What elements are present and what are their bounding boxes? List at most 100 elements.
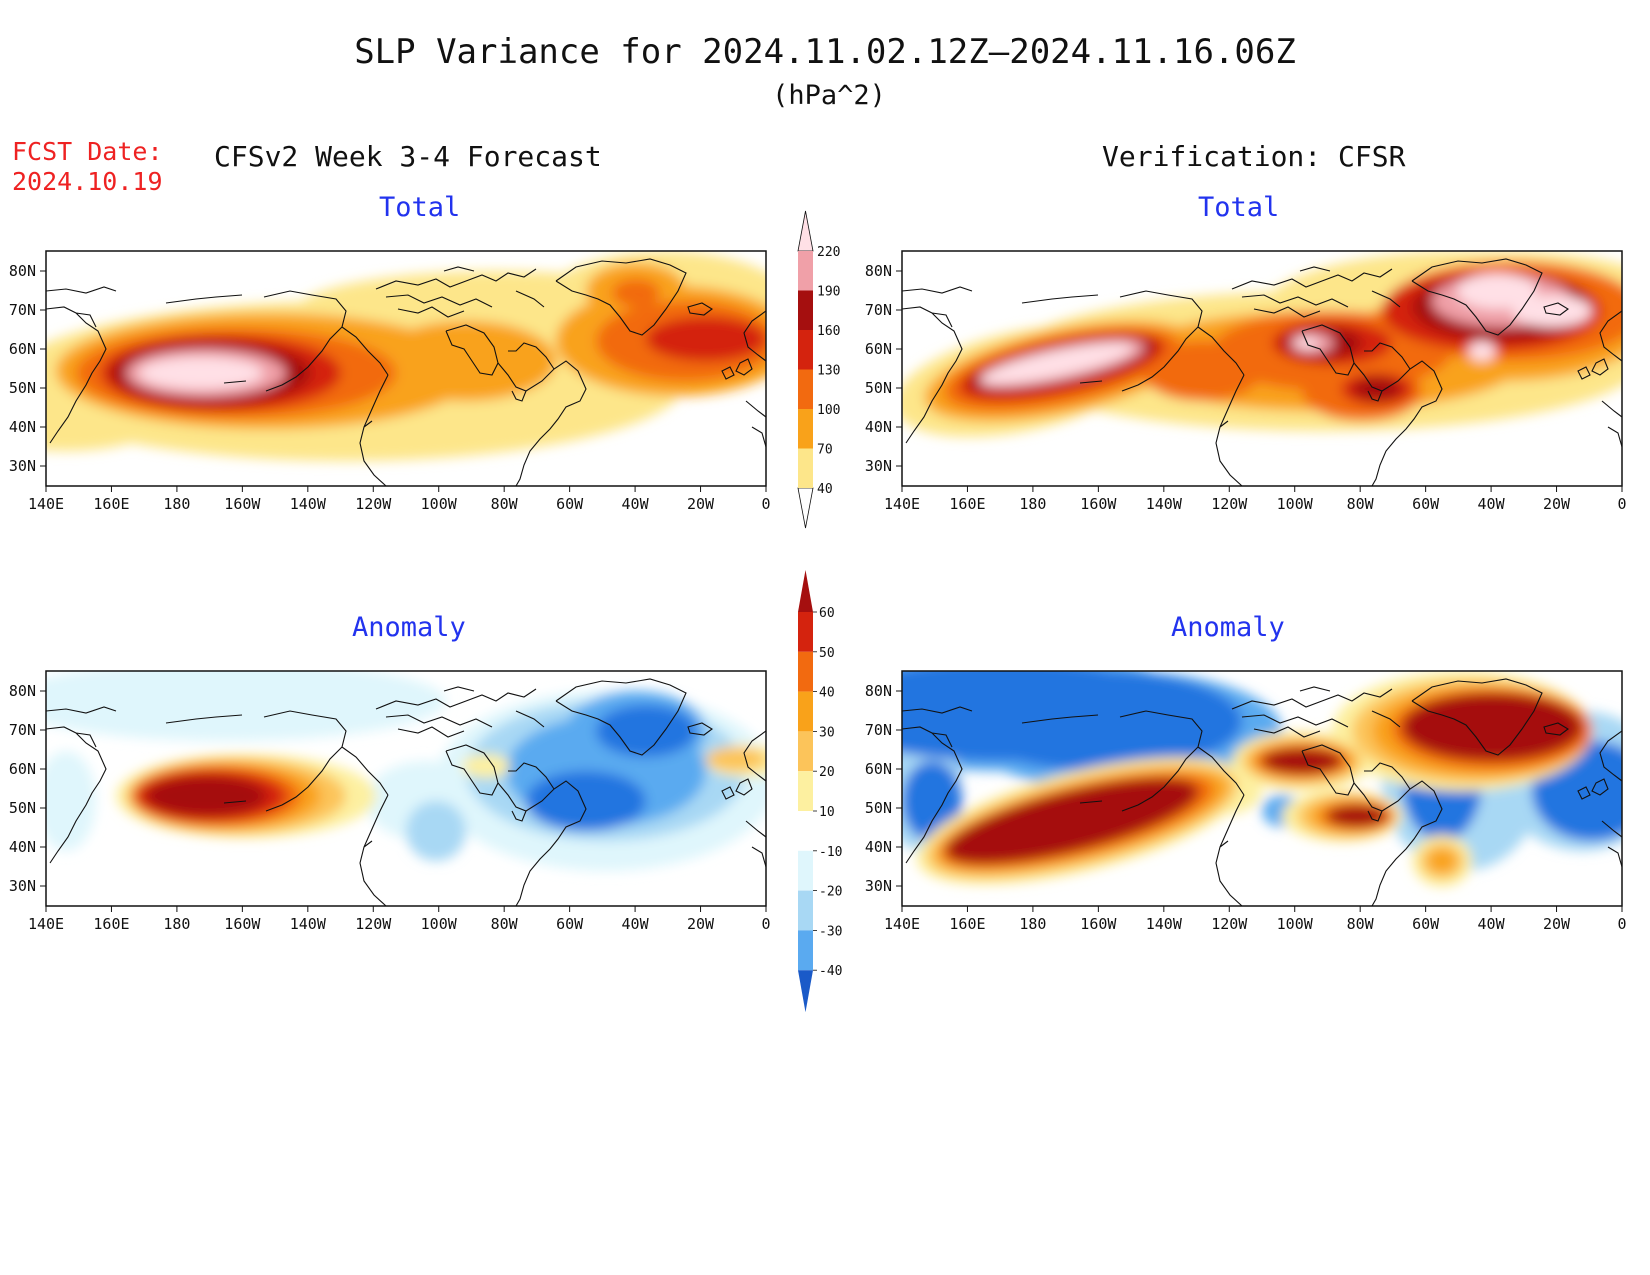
- lon-label: 20W: [1543, 495, 1571, 513]
- lon-label: 80W: [1347, 495, 1375, 513]
- lat-label: 80N: [865, 262, 892, 280]
- contour-field: [46, 251, 766, 461]
- colorbar-label: 60: [819, 606, 835, 621]
- forecast-date: FCST Date: 2024.10.19: [12, 137, 163, 197]
- contour-field: [46, 671, 766, 871]
- lon-label: 160W: [1080, 495, 1117, 513]
- right-column-title: Verification: CFSR: [1102, 140, 1406, 173]
- lon-label: 140E: [28, 495, 64, 513]
- lon-label: 100W: [1277, 915, 1314, 933]
- colorbar-label: 220: [817, 245, 840, 260]
- lat-label: 40N: [865, 418, 892, 436]
- lat-label: 40N: [9, 838, 36, 856]
- colorbar-swatch: [798, 251, 813, 291]
- colorbar-swatch: [798, 448, 813, 488]
- colorbar-swatch: [798, 811, 813, 851]
- forecast-anomaly-map: 80N 70N 60N 50N 40N 30N 140E 160E 180 160W 140W 120…: [9, 670, 771, 933]
- lon-label: 100W: [421, 915, 458, 933]
- lon-label: 180: [1019, 495, 1046, 513]
- lat-label: 50N: [865, 379, 892, 397]
- colorbar-label: 100: [817, 403, 840, 418]
- lon-label: 120W: [1211, 915, 1248, 933]
- colorbar-label: 20: [819, 765, 835, 780]
- colorbar-swatch: [798, 850, 813, 891]
- lat-label: 30N: [865, 877, 892, 895]
- colorbar-swatch: [798, 651, 813, 692]
- colorbar-swatch: [798, 691, 813, 732]
- panel-title-forecast-total: Total: [379, 192, 461, 223]
- total-colorbar: 220 190 160 130 100 70 40: [797, 210, 840, 529]
- colorbar-label: 30: [819, 725, 835, 740]
- units-label: (hPa^2): [772, 80, 886, 111]
- verification-total-map: 80N 70N 60N 50N 40N 30N 140E 160E 180 160W 140W 120…: [865, 250, 1627, 513]
- forecast-date-label: FCST Date:: [12, 137, 163, 166]
- lat-label: 60N: [9, 340, 36, 358]
- contour-field: [902, 251, 1622, 437]
- panel-title-verification-total: Total: [1198, 192, 1280, 223]
- colorbar-swatch: [798, 290, 813, 330]
- lat-label: 60N: [9, 760, 36, 778]
- lon-label: 0: [761, 495, 770, 513]
- lat-label: 60N: [865, 760, 892, 778]
- lon-label: 40W: [622, 915, 650, 933]
- forecast-date-value: 2024.10.19: [12, 167, 163, 196]
- lon-label: 160W: [224, 495, 261, 513]
- lon-label: 180: [163, 495, 190, 513]
- contour-field: [902, 671, 1622, 887]
- lon-label: 140E: [884, 495, 920, 513]
- lon-label: 60W: [1412, 915, 1440, 933]
- lat-label: 40N: [865, 838, 892, 856]
- lon-label: 20W: [1543, 915, 1571, 933]
- lon-label: 160E: [949, 915, 985, 933]
- lat-label: 50N: [9, 379, 36, 397]
- lon-label: 60W: [556, 495, 584, 513]
- lat-label: 40N: [9, 418, 36, 436]
- lon-label: 100W: [1277, 495, 1314, 513]
- colorbar-swatch: [798, 409, 813, 449]
- colorbar-label: -20: [819, 885, 842, 900]
- lon-label: 120W: [355, 915, 392, 933]
- lon-label: 160E: [93, 915, 129, 933]
- lat-label: 70N: [9, 301, 36, 319]
- lat-label: 30N: [865, 457, 892, 475]
- lat-label: 30N: [9, 877, 36, 895]
- lon-label: 160W: [1080, 915, 1117, 933]
- lon-label: 100W: [421, 495, 458, 513]
- lon-label: 0: [1617, 915, 1626, 933]
- panel-title-verification-anomaly: Anomaly: [1171, 612, 1285, 643]
- lon-label: 80W: [1347, 915, 1375, 933]
- panel-title-forecast-anomaly: Anomaly: [352, 612, 466, 643]
- colorbar-swatch: [798, 771, 813, 811]
- lat-label: 80N: [865, 682, 892, 700]
- lon-label: 140W: [290, 495, 327, 513]
- lon-label: 160E: [93, 495, 129, 513]
- colorbar-label: 70: [817, 443, 833, 458]
- lon-label: 80W: [491, 495, 519, 513]
- lon-label: 0: [761, 915, 770, 933]
- lat-label: 50N: [865, 799, 892, 817]
- lon-label: 40W: [622, 495, 650, 513]
- lon-label: 60W: [1412, 495, 1440, 513]
- lon-label: 160W: [224, 915, 261, 933]
- colorbar-label: 50: [819, 646, 835, 661]
- lon-label: 120W: [1211, 495, 1248, 513]
- lon-label: 180: [1019, 915, 1046, 933]
- anomaly-colorbar: 60 50 40 30 20 10 -10 -20 -30 -40: [798, 570, 842, 1013]
- lat-label: 60N: [865, 340, 892, 358]
- colorbar-swatch: [798, 890, 813, 931]
- lon-label: 140W: [290, 915, 327, 933]
- lon-label: 120W: [355, 495, 392, 513]
- lon-label: 20W: [687, 915, 715, 933]
- colorbar-label: -10: [819, 845, 842, 860]
- lon-label: 140E: [28, 915, 64, 933]
- forecast-total-map: 80N 70N 60N 50N 40N 30N 140E 160E 180 160W 140W 120…: [9, 250, 771, 513]
- colorbar-label: -40: [819, 964, 842, 979]
- colorbar-label: 160: [817, 324, 840, 339]
- colorbar-swatch: [798, 930, 813, 971]
- colorbar-swatch: [798, 369, 813, 409]
- colorbar-swatch: [798, 731, 813, 772]
- lon-label: 0: [1617, 495, 1626, 513]
- lon-label: 180: [163, 915, 190, 933]
- colorbar-swatch: [798, 612, 813, 652]
